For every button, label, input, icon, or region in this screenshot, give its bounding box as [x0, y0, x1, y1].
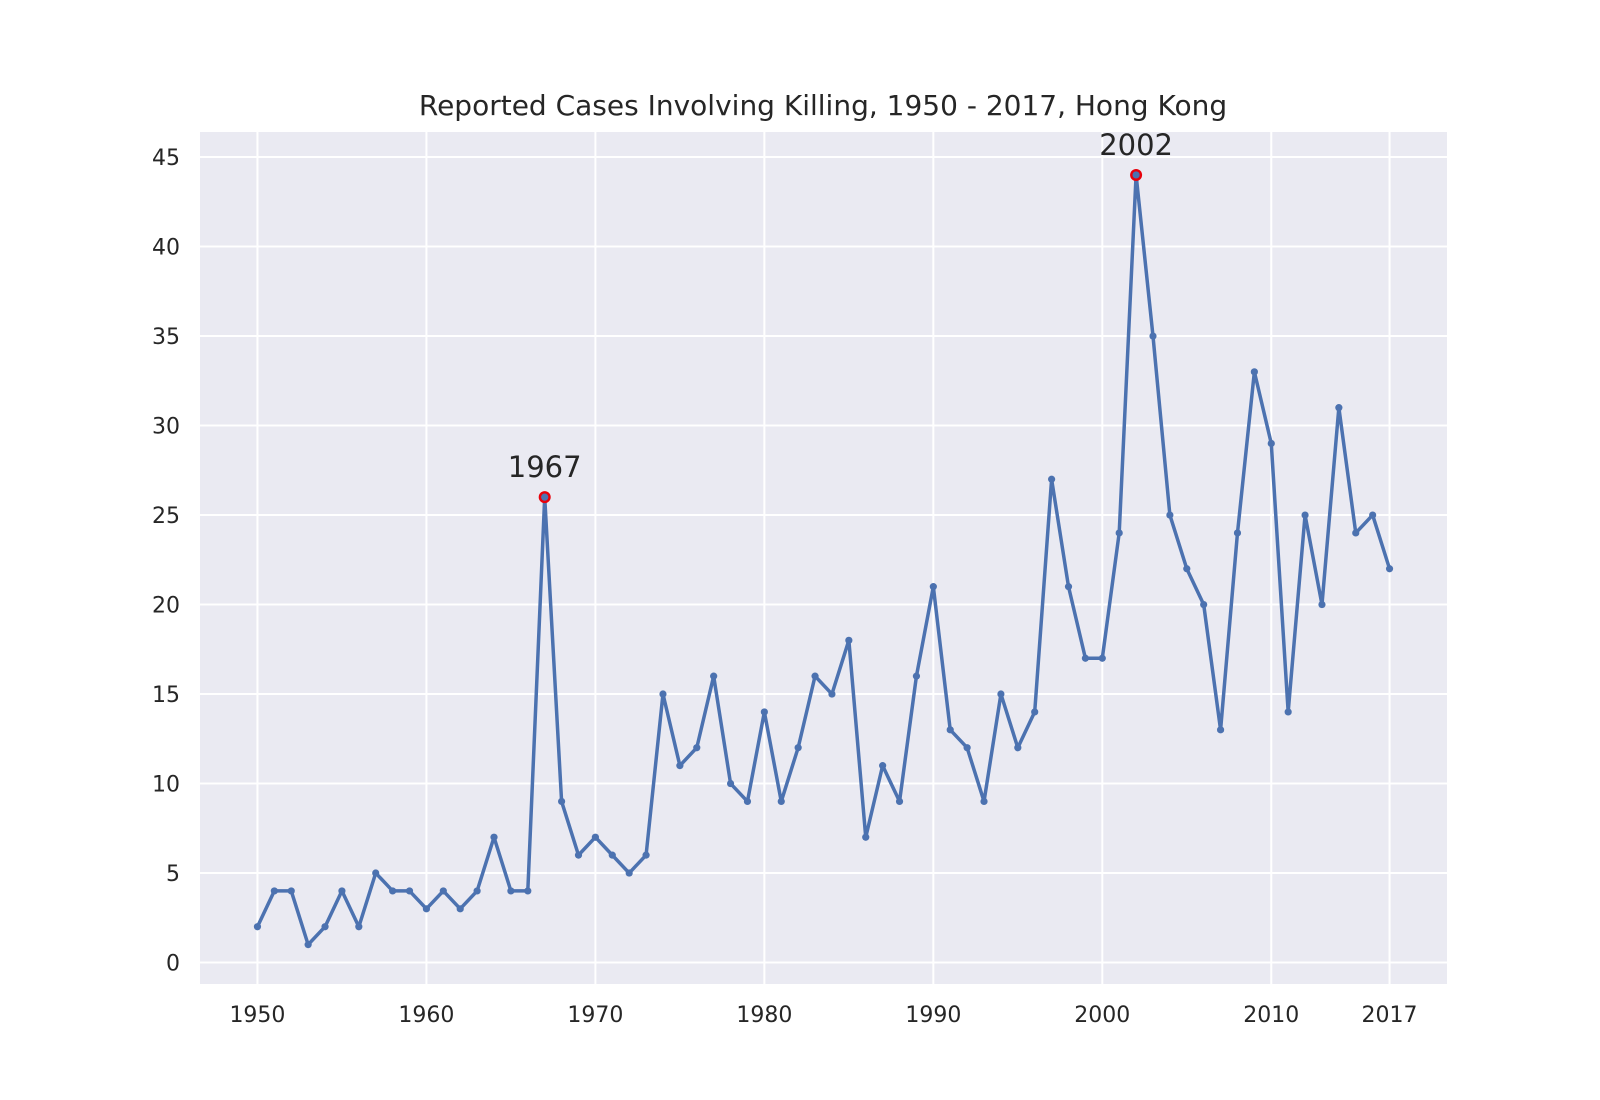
- y-tick-label: 0: [166, 952, 180, 977]
- annotation-label: 2002: [1099, 128, 1173, 162]
- x-tick-label: 1990: [905, 1003, 961, 1028]
- highlight-point: [1132, 171, 1140, 179]
- data-point: [710, 672, 718, 680]
- y-tick-label: 5: [166, 862, 180, 887]
- data-point: [439, 887, 447, 895]
- annotations: 1967 2002: [508, 128, 1173, 504]
- data-point: [524, 887, 532, 895]
- data-point: [743, 797, 752, 806]
- series-layer: [253, 171, 1394, 949]
- x-tick-label: 1950: [229, 1003, 285, 1028]
- data-point: [946, 726, 954, 734]
- data-point: [389, 887, 397, 895]
- highlight-point: [541, 493, 549, 501]
- y-tick-label: 20: [152, 594, 180, 619]
- y-tick-label: 40: [152, 236, 180, 261]
- data-point: [338, 887, 346, 895]
- data-point: [726, 779, 735, 788]
- data-point: [1335, 404, 1343, 412]
- data-point: [862, 833, 870, 841]
- data-point: [895, 797, 904, 806]
- data-point: [980, 797, 988, 806]
- data-point: [321, 923, 329, 931]
- data-point: [1014, 744, 1022, 752]
- data-point: [1352, 529, 1360, 537]
- data-point: [1115, 529, 1123, 537]
- data-point: [912, 672, 921, 680]
- annotation-label: 1967: [508, 450, 582, 484]
- x-axis-ticks: 1950 1960 1970 1980 1990 2000 2010 2017: [229, 1003, 1417, 1028]
- data-point: [1166, 511, 1174, 519]
- y-tick-label: 10: [152, 773, 180, 798]
- data-point: [253, 923, 262, 931]
- data-point: [1369, 511, 1377, 519]
- y-tick-label: 25: [152, 504, 180, 529]
- data-point: [1250, 368, 1258, 376]
- y-tick-label: 35: [152, 325, 180, 350]
- data-point: [1385, 565, 1394, 573]
- y-tick-label: 30: [152, 415, 180, 440]
- data-point: [828, 690, 836, 698]
- data-point: [625, 869, 633, 877]
- data-point: [372, 869, 380, 877]
- data-point: [1098, 654, 1106, 662]
- data-point: [929, 583, 937, 591]
- data-point: [659, 690, 667, 698]
- data-point: [676, 762, 684, 770]
- data-point: [760, 708, 768, 716]
- data-point: [405, 887, 414, 895]
- plot-background: [200, 132, 1447, 984]
- data-point: [1200, 600, 1208, 609]
- data-point: [1048, 475, 1056, 483]
- chart-title: Reported Cases Involving Killing, 1950 -…: [419, 89, 1227, 122]
- data-point: [1149, 332, 1157, 340]
- y-tick-label: 45: [152, 146, 180, 171]
- data-point: [355, 923, 363, 931]
- x-tick-label: 1970: [567, 1003, 623, 1028]
- data-point: [811, 672, 819, 680]
- x-tick-label: 1980: [736, 1003, 792, 1028]
- x-tick-label: 2010: [1243, 1003, 1299, 1028]
- series-line: [255, 173, 1392, 947]
- data-point: [1216, 726, 1225, 734]
- data-point: [422, 905, 431, 913]
- data-point: [879, 762, 887, 770]
- data-point: [1183, 565, 1191, 573]
- data-point: [1031, 708, 1039, 716]
- data-point: [1318, 600, 1326, 609]
- data-point: [507, 887, 515, 895]
- data-point: [287, 887, 295, 895]
- x-tick-label: 2017: [1362, 1003, 1418, 1028]
- x-tick-label: 1960: [398, 1003, 454, 1028]
- data-point: [557, 797, 566, 806]
- data-point: [591, 833, 599, 841]
- data-point: [1233, 529, 1242, 537]
- data-point: [304, 941, 312, 949]
- data-point: [1064, 583, 1073, 591]
- data-point: [1081, 654, 1090, 662]
- y-axis-ticks: 0 5 10 15 20 25 30 35 40 45: [152, 146, 180, 976]
- data-point: [473, 887, 481, 895]
- x-tick-label: 2000: [1074, 1003, 1130, 1028]
- data-point: [1301, 511, 1309, 519]
- data-point: [794, 744, 802, 752]
- data-point: [574, 851, 583, 859]
- data-point: [1267, 439, 1275, 448]
- data-point: [963, 744, 971, 752]
- data-point: [456, 905, 464, 913]
- data-point: [997, 690, 1005, 698]
- y-tick-label: 15: [152, 683, 180, 708]
- data-point: [642, 851, 650, 859]
- data-point: [693, 744, 701, 752]
- data-point: [608, 851, 616, 859]
- data-point: [1284, 708, 1292, 716]
- data-point: [270, 887, 278, 895]
- data-point: [777, 797, 785, 806]
- data-point: [845, 636, 853, 644]
- data-point: [490, 833, 498, 841]
